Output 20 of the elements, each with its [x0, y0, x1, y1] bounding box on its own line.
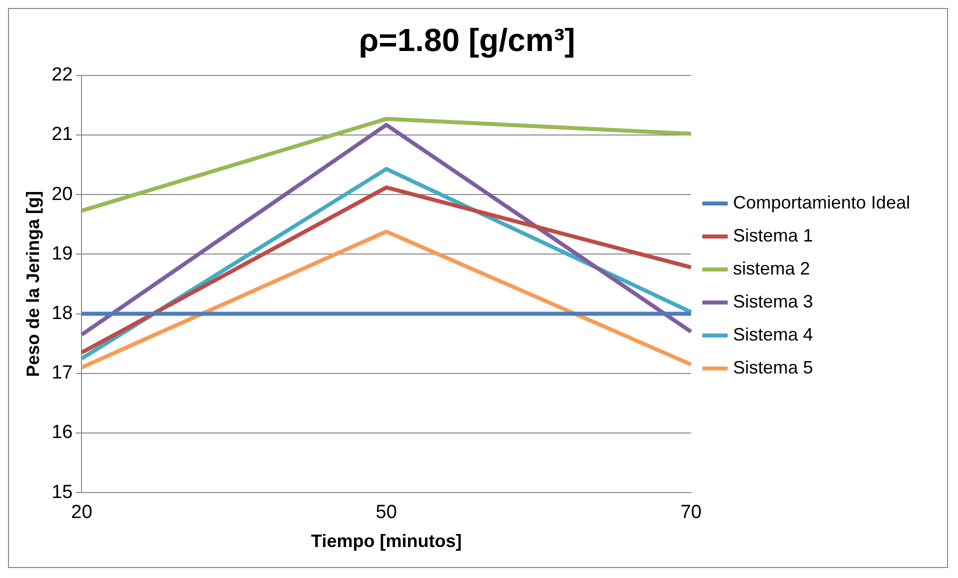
legend-label: Sistema 3 [733, 291, 814, 312]
legend-label: sistema 2 [733, 258, 810, 278]
chart-title: ρ=1.80 [g/cm³] [358, 22, 576, 58]
legend-label: Sistema 1 [733, 225, 814, 246]
y-tick-label: 20 [52, 184, 73, 205]
x-tick-label: 50 [376, 502, 397, 524]
legend-label: Sistema 4 [733, 324, 814, 344]
y-tick-label: 15 [52, 482, 73, 503]
y-axis-title: Peso de la Jeringa [g] [22, 190, 43, 378]
y-tick-label: 16 [52, 422, 73, 444]
x-tick-label: 20 [71, 502, 92, 524]
y-tick-label: 19 [52, 243, 73, 264]
y-tick-label: 18 [52, 303, 73, 324]
legend-label: Comportamiento Ideal [733, 192, 910, 212]
x-tick-label: 70 [680, 502, 702, 524]
y-tick-label: 21 [52, 124, 73, 146]
legend-label: Sistema 5 [733, 357, 814, 378]
x-axis-title: Tiempo [minutos] [311, 531, 462, 552]
y-tick-label: 17 [52, 362, 73, 384]
y-tick-label: 22 [52, 64, 73, 86]
